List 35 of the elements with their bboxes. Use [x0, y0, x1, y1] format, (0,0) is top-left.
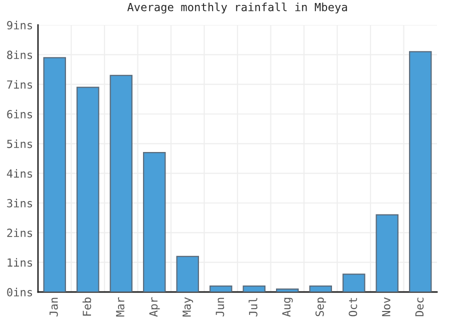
bar	[376, 214, 398, 292]
bar	[143, 152, 166, 292]
bar	[342, 274, 366, 292]
x-tick-label: Dec	[415, 298, 424, 316]
x-tick-label: Oct	[348, 298, 358, 316]
bar	[176, 256, 199, 292]
x-tick-label: Aug	[282, 298, 293, 317]
x-tick-label: Nov	[382, 297, 390, 316]
y-tick-label: 5ins	[7, 139, 32, 148]
x-tick-label: Sep	[315, 298, 326, 316]
y-tick-label: 3ins	[7, 198, 32, 208]
x-tick-label: Jan	[50, 298, 58, 316]
x-tick-label: May	[182, 297, 194, 316]
y-tick-label: 6ins	[7, 110, 32, 118]
bar	[242, 286, 266, 292]
y-tick-label: 4ins	[6, 169, 32, 178]
bar	[409, 51, 432, 292]
y-tick-label: 0ins	[7, 288, 32, 296]
x-tick-label: Jul	[248, 298, 258, 316]
y-tick-label: 9ins	[7, 20, 32, 30]
bar	[43, 57, 66, 292]
bar	[76, 86, 100, 292]
bar	[110, 74, 132, 292]
chart-title: Average monthly rainfall in Mbeya	[127, 2, 347, 14]
y-tick-label: 2ins	[7, 228, 32, 238]
x-tick-label: Jun	[216, 298, 224, 316]
x-tick-label: Apr	[149, 297, 160, 317]
bar	[276, 288, 299, 292]
y-tick-label: 7ins	[7, 80, 32, 89]
bar	[309, 286, 332, 292]
x-tick-label: Mar	[116, 297, 124, 316]
y-tick-label: 8ins	[7, 50, 32, 60]
bar	[210, 286, 232, 292]
x-tick-label: Feb	[82, 298, 92, 316]
y-tick-label: 1ins	[8, 258, 32, 267]
